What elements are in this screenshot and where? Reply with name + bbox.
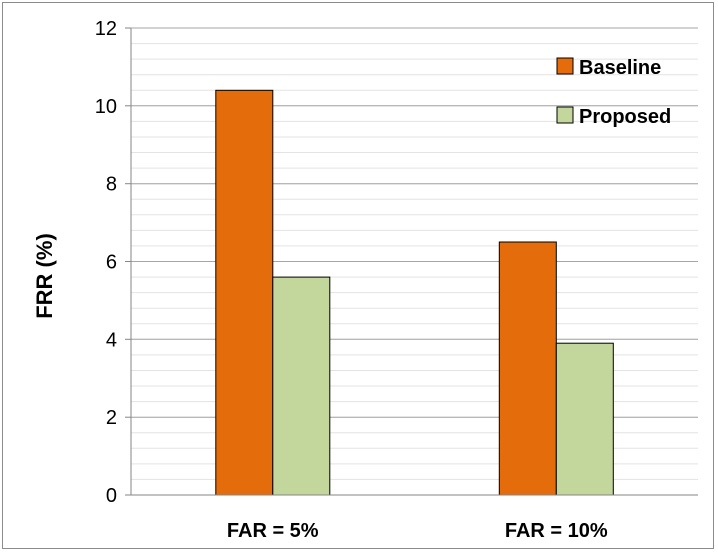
y-tick-label: 2 <box>106 407 117 429</box>
legend-swatch-baseline <box>556 57 574 75</box>
y-tick-label: 0 <box>106 485 117 507</box>
y-tick-label: 6 <box>106 252 117 274</box>
x-tick-label: FAR = 5% <box>227 520 319 542</box>
bar-proposed-2 <box>555 342 614 496</box>
legend-label-baseline: Baseline <box>579 57 661 79</box>
y-tick-label: 10 <box>95 96 117 118</box>
x-tick-labels: FAR = 5% FAR = 10% <box>227 520 608 542</box>
y-tick-labels: 0 2 4 6 8 10 12 <box>95 18 117 507</box>
y-tick-label: 8 <box>106 174 117 196</box>
bar-baseline-1 <box>215 89 274 496</box>
axes <box>125 27 698 496</box>
bar-baseline-2 <box>498 241 557 496</box>
bar-proposed-1 <box>272 276 331 496</box>
bars <box>215 89 614 496</box>
y-axis-title: FRR (%) <box>32 233 57 319</box>
y-tick-label: 12 <box>95 18 117 40</box>
legend: Baseline Proposed <box>556 57 671 128</box>
legend-label-proposed: Proposed <box>579 106 671 128</box>
legend-swatch-proposed <box>556 106 574 124</box>
y-tick-label: 4 <box>106 329 117 351</box>
x-tick-label: FAR = 10% <box>505 520 608 542</box>
